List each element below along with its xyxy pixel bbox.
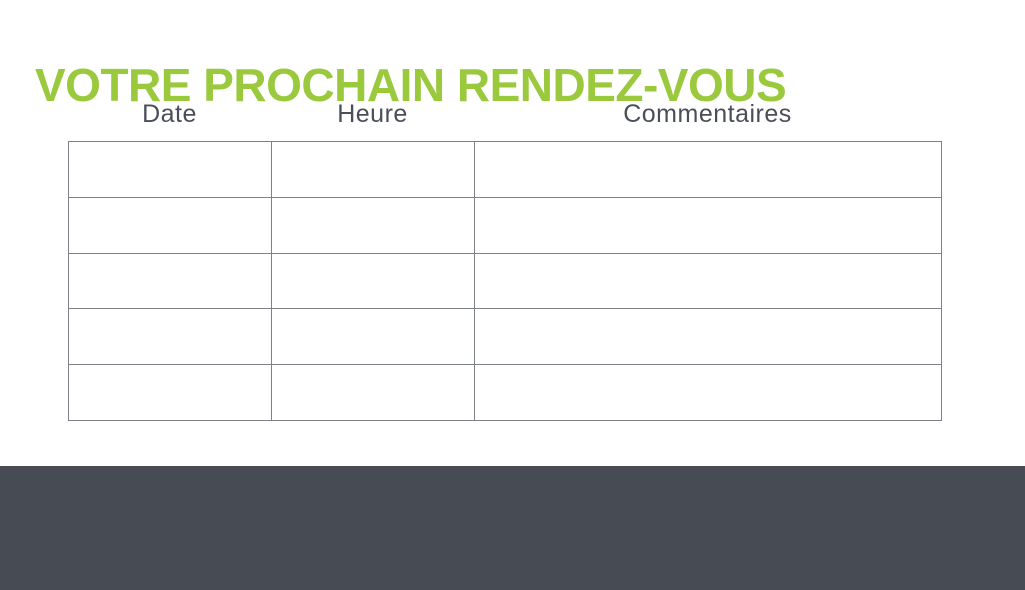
table-row (68, 141, 942, 198)
table-cell-heure (271, 141, 475, 198)
table-cell-commentaires (474, 308, 942, 366)
table-cell-commentaires (474, 196, 942, 254)
table-row (68, 364, 942, 421)
column-header-commentaires: Commentaires (623, 100, 792, 128)
appointments-table (68, 141, 942, 421)
table-cell-date (68, 364, 272, 421)
table-cell-commentaires (474, 364, 942, 421)
column-header-date: Date (142, 100, 197, 128)
appointments-section: Date Heure Commentaires (68, 100, 942, 421)
table-cell-heure (271, 252, 475, 310)
column-header-heure: Heure (337, 100, 408, 128)
table-cell-heure (271, 308, 475, 366)
table-cell-date (68, 252, 272, 310)
table-row (68, 252, 942, 310)
table-cell-date (68, 141, 272, 198)
table-row (68, 196, 942, 254)
table-cell-date (68, 308, 272, 366)
appointments-table-body (68, 141, 942, 421)
table-cell-commentaires (474, 252, 942, 310)
table-cell-commentaires (474, 141, 942, 198)
table-cell-heure (271, 364, 475, 421)
footer-band (0, 466, 1025, 590)
page-title: VOTRE PROCHAIN RENDEZ-VOUS (35, 58, 787, 111)
table-cell-heure (271, 196, 475, 254)
table-cell-date (68, 196, 272, 254)
table-row (68, 308, 942, 366)
table-header-row: Date Heure Commentaires (68, 100, 941, 129)
